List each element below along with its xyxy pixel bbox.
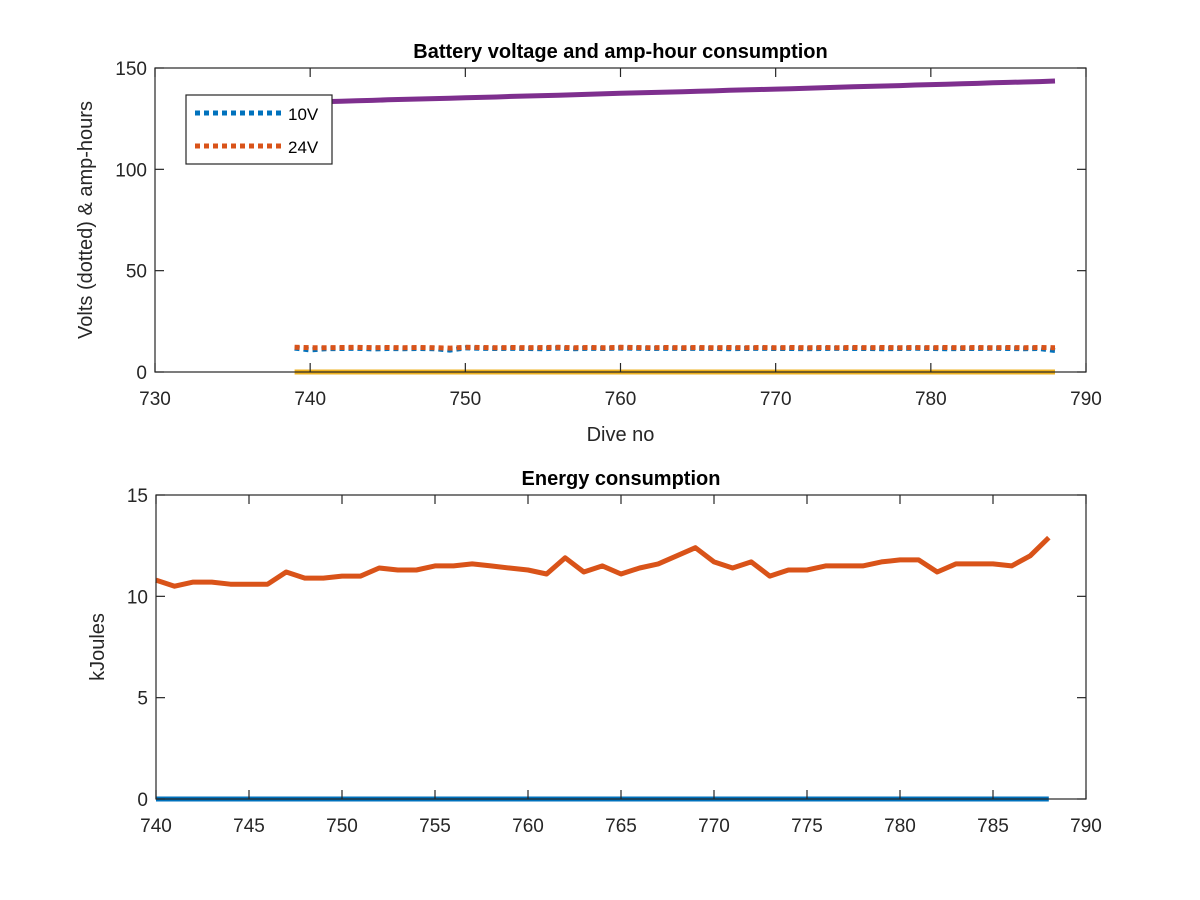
y-tick-label: 15 [127,486,148,507]
x-tick-label: 755 [419,816,451,837]
y-tick-label: 50 [126,262,147,283]
x-tick-label: 770 [760,389,792,410]
energy-axes-box [155,494,1087,800]
y-tick-label: 10 [127,587,148,608]
voltage-chart-title: Battery voltage and amp-hour consumption [413,41,827,63]
series-energy-24v [155,535,1051,589]
x-tick-label: 740 [294,389,326,410]
voltage-x-axis-label: Dive no [587,424,655,446]
voltage-y-axis-label: Volts (dotted) & amp-hours [75,101,97,339]
x-tick-label: 790 [1070,816,1102,837]
y-tick-label: 0 [137,790,148,811]
x-tick-label: 750 [449,389,481,410]
x-tick-label: 765 [605,816,637,837]
x-tick-label: 775 [791,816,823,837]
legend-label-10v: 10V [288,105,319,124]
series-24v [294,344,1056,351]
energy-chart-title: Energy consumption [522,468,721,490]
legend-label-24v: 24V [288,138,319,157]
y-tick-label: 100 [115,160,147,181]
y-tick-label: 5 [137,689,148,710]
x-tick-label: 750 [326,816,358,837]
x-tick-label: 770 [698,816,730,837]
x-tick-label: 740 [140,816,172,837]
x-tick-label: 760 [605,389,637,410]
x-tick-label: 730 [139,389,171,410]
voltage-axes: 730 740 750 760 770 780 790 0 50 100 150 Battery v… [75,41,1102,446]
y-tick-label: 0 [136,363,147,384]
x-tick-label: 785 [977,816,1009,837]
x-tick-label: 780 [884,816,916,837]
energy-y-axis-label: kJoules [87,613,109,681]
x-tick-label: 790 [1070,389,1102,410]
legend: 10V 24V [185,94,333,165]
x-tick-label: 780 [915,389,947,410]
x-tick-label: 745 [233,816,265,837]
y-tick-label: 150 [115,59,147,80]
energy-axes: 740 745 750 755 760 765 770 775 780 785 790051015 … [87,468,1102,837]
series-amp-hours-24v- [294,78,1056,105]
x-tick-label: 760 [512,816,544,837]
legend-box [185,94,333,165]
